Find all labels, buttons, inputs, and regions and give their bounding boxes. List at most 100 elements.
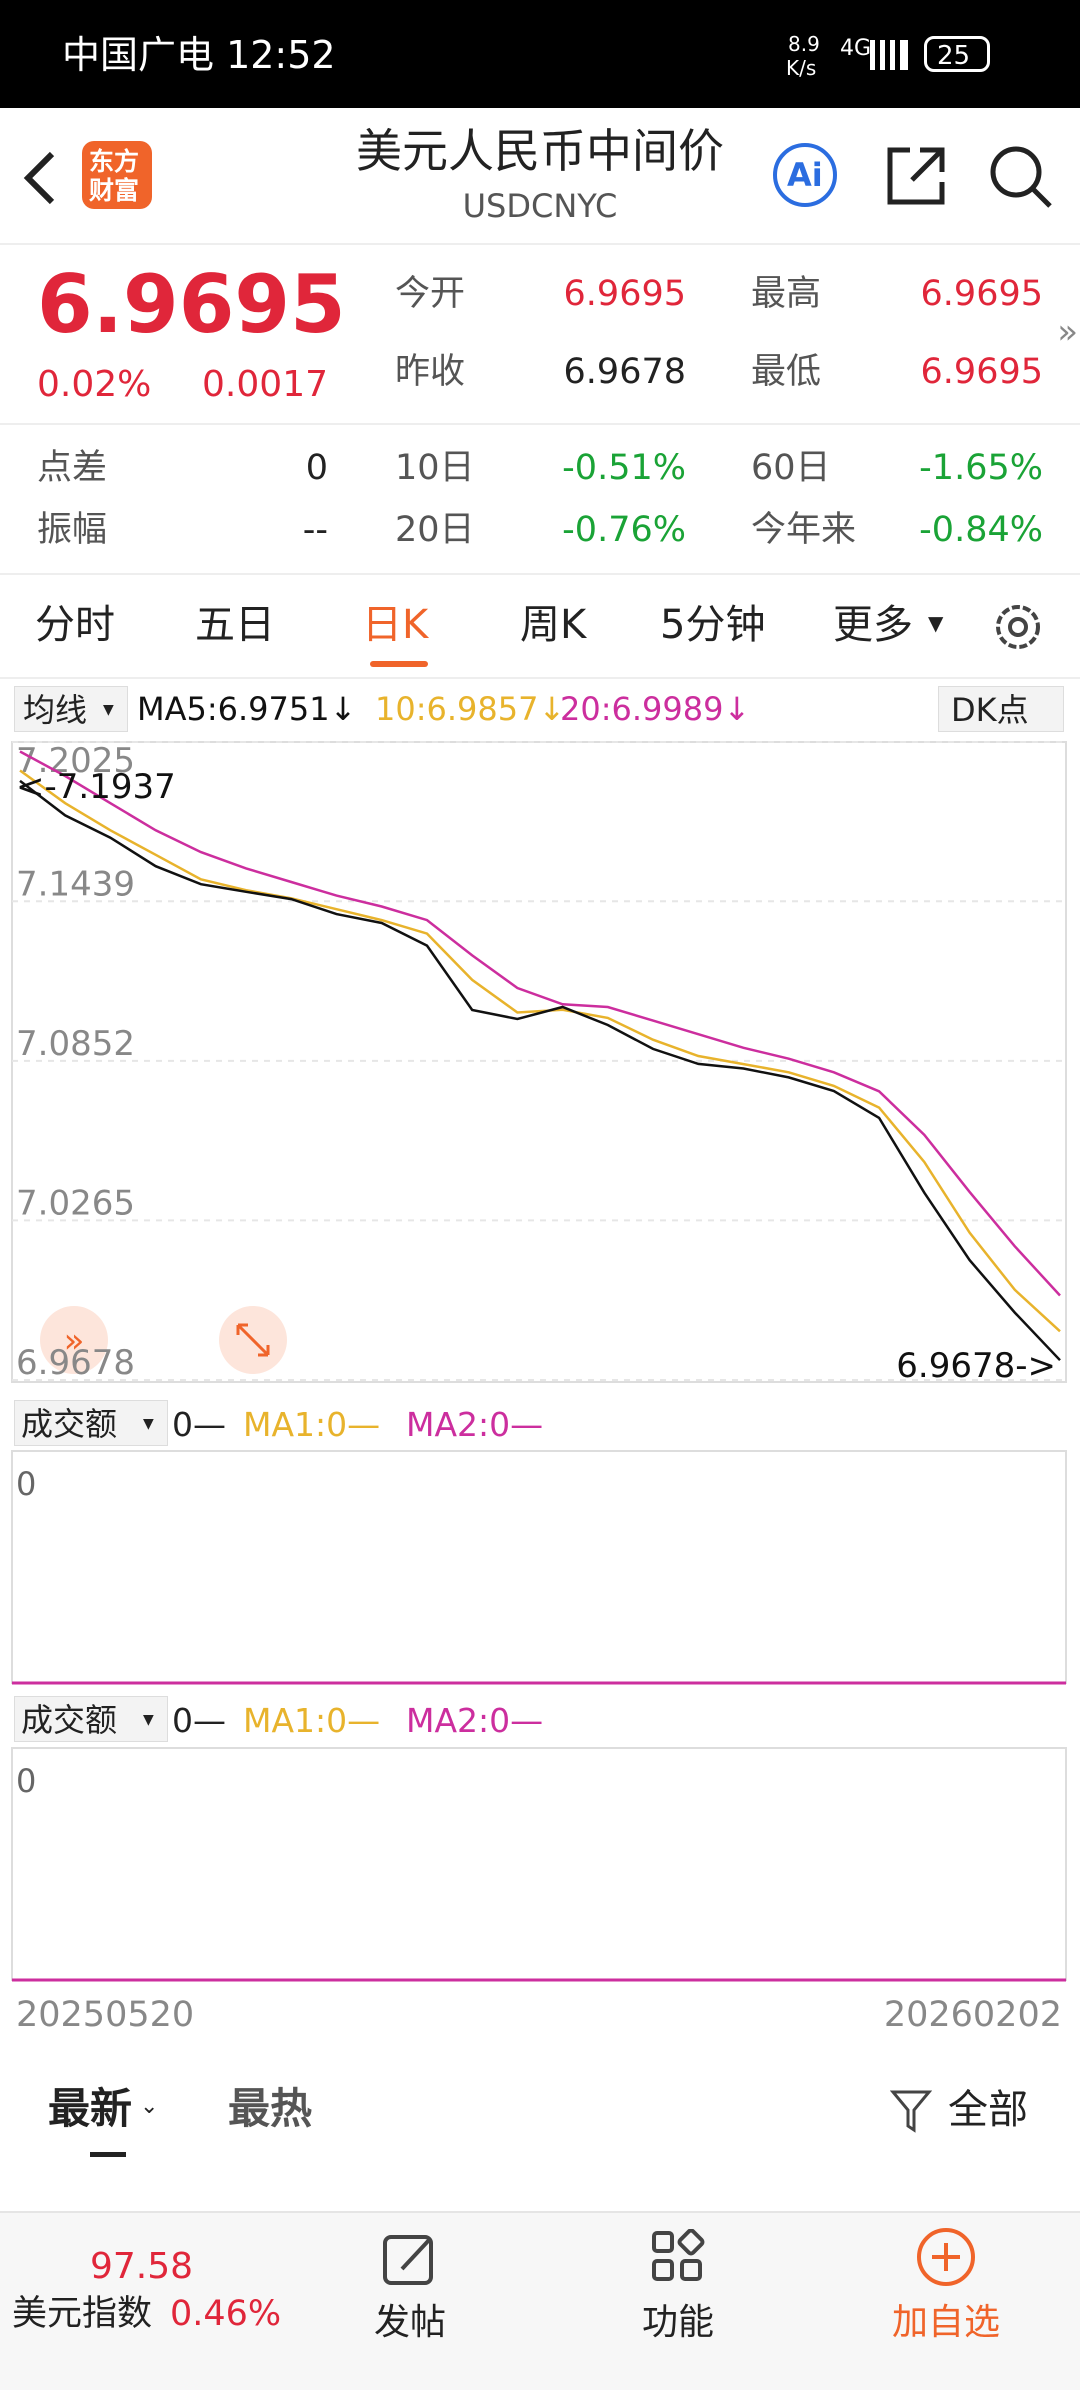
fullscreen-icon bbox=[236, 1323, 270, 1357]
divider bbox=[0, 423, 1080, 425]
volume-axis-label: 0 bbox=[16, 1465, 36, 1503]
dk-button[interactable]: DK点 bbox=[938, 686, 1064, 732]
carrier-time: 中国广电 12:52 bbox=[62, 33, 336, 77]
stat-value: 6.9695 bbox=[563, 274, 686, 314]
functions-label[interactable]: 功能 bbox=[642, 2302, 715, 2343]
dropdown-arrow: ▼ bbox=[103, 702, 114, 718]
stat-label: 昨收 bbox=[395, 352, 466, 392]
volume-ma2: MA2:0— bbox=[406, 1405, 544, 1444]
stat-label: 点差 bbox=[37, 448, 108, 488]
chart-frame bbox=[11, 741, 1067, 1383]
ma5-legend: MA5:6.9751↓ bbox=[137, 690, 357, 728]
add-icon bbox=[917, 2228, 975, 2286]
tab-indicator bbox=[370, 661, 428, 667]
stat-label: 振幅 bbox=[37, 510, 108, 550]
battery-icon: 25 bbox=[924, 36, 990, 72]
filter-icon bbox=[890, 2090, 932, 2133]
y-tick-label: 7.0265 bbox=[16, 1183, 135, 1223]
search-button[interactable] bbox=[988, 144, 1054, 210]
functions-icon bbox=[652, 2229, 705, 2281]
filter-label[interactable]: 全部 bbox=[948, 2087, 1028, 2133]
max-label: <-7.1937 bbox=[16, 767, 176, 807]
tab[interactable]: 五日 bbox=[195, 602, 275, 648]
change-pct: 0.02% bbox=[37, 364, 152, 405]
tab[interactable]: 周K bbox=[520, 602, 587, 648]
volume-selector[interactable]: 成交额 ▼ bbox=[14, 1400, 168, 1446]
title: 美元人民币中间价 bbox=[356, 124, 724, 178]
start-date: 20250520 bbox=[16, 1995, 194, 2035]
volume-ma1: MA1:0— bbox=[243, 1405, 381, 1444]
share-button[interactable] bbox=[884, 144, 948, 208]
stat-value: 6.9695 bbox=[920, 352, 1043, 392]
quote-panel: 6.9695 0.02% 0.0017 今开 6.9695 最高 6.9695 … bbox=[0, 245, 1080, 575]
logo-text: 财富 bbox=[89, 176, 140, 205]
stat-value: -0.84% bbox=[919, 510, 1043, 550]
net-speed: 8.9 bbox=[788, 32, 820, 56]
feed-tab-active[interactable]: 最新 bbox=[48, 2084, 133, 2133]
stat-value: 0 bbox=[305, 448, 328, 488]
volume-ma2: MA2:0— bbox=[406, 1701, 544, 1740]
ma-line bbox=[19, 779, 1061, 1362]
feed-indicator bbox=[90, 2152, 126, 2157]
ma20-legend: 20:6.9989↓ bbox=[560, 690, 751, 728]
change: 0.0017 bbox=[202, 364, 328, 405]
period-tabs: 分时 五日 日K 周K 5分钟 更多 ▼ bbox=[0, 575, 1080, 679]
kline-chart: » 0 0 20250520 20260202 7.20257.14397.08… bbox=[11, 741, 1067, 2035]
volume-header: 成交额 ▼ 0— MA1:0— MA2:0— bbox=[0, 1694, 1080, 1744]
volume-frame bbox=[11, 1747, 1067, 1981]
index-name[interactable]: 美元指数 bbox=[12, 2294, 153, 2334]
volume-value: 0— bbox=[172, 1405, 226, 1444]
index-value: 97.58 bbox=[90, 2246, 194, 2287]
back-button[interactable] bbox=[20, 148, 60, 208]
volume-selector-label: 成交额 bbox=[21, 1701, 118, 1739]
more-arrow[interactable]: » bbox=[1057, 312, 1078, 352]
ai-button[interactable]: Ai bbox=[773, 143, 837, 207]
index-change: 0.46% bbox=[170, 2294, 282, 2334]
feed-tab[interactable]: 最热 bbox=[228, 2084, 313, 2133]
code: USDCNYC bbox=[462, 187, 618, 225]
stat-value: 6.9678 bbox=[563, 352, 686, 392]
stat-label: 60日 bbox=[751, 448, 831, 488]
expand-left-icon: » bbox=[64, 1321, 85, 1361]
volume-ma1: MA1:0— bbox=[243, 1701, 381, 1740]
volume-selector[interactable]: 成交额 ▼ bbox=[14, 1696, 168, 1742]
dropdown-arrow: ⌄ bbox=[140, 2094, 159, 2119]
stat-label: 今年来 bbox=[751, 510, 857, 550]
net-speed-unit: K/s bbox=[786, 56, 817, 80]
dropdown-arrow: ▼ bbox=[143, 1416, 154, 1432]
tab[interactable]: 5分钟 bbox=[660, 602, 766, 648]
stat-label: 最高 bbox=[751, 274, 822, 314]
stat-value: 6.9695 bbox=[920, 274, 1043, 314]
end-date: 20260202 bbox=[884, 1995, 1062, 2035]
volume-frame bbox=[11, 1450, 1067, 1684]
dropdown-arrow: ▼ bbox=[928, 611, 944, 635]
stat-label: 最低 bbox=[751, 352, 822, 392]
ai-label: Ai bbox=[787, 156, 823, 194]
tab[interactable]: 更多 bbox=[833, 602, 913, 648]
ma-selector[interactable]: 均线 ▼ bbox=[14, 686, 128, 732]
header: 东方 财富 美元人民币中间价 USDCNYC Ai bbox=[0, 108, 1080, 245]
y-tick-label: 6.9678 bbox=[16, 1343, 135, 1383]
dk-label: DK点 bbox=[951, 691, 1029, 729]
stat-value: -- bbox=[302, 510, 328, 550]
tab-active[interactable]: 日K bbox=[362, 602, 429, 648]
post-label[interactable]: 发帖 bbox=[374, 2302, 447, 2343]
logo: 东方 财富 bbox=[82, 141, 152, 209]
price: 6.9695 bbox=[37, 258, 346, 351]
min-label: 6.9678-> bbox=[896, 1346, 1056, 1386]
ma10-legend: 10:6.9857↓ bbox=[375, 690, 566, 728]
volume-value: 0— bbox=[172, 1701, 226, 1740]
y-tick-label: 7.1439 bbox=[16, 864, 135, 904]
expand-left-button[interactable] bbox=[40, 1306, 108, 1374]
add-label[interactable]: 加自选 bbox=[892, 2302, 1001, 2343]
y-tick-label: 7.0852 bbox=[16, 1024, 135, 1064]
network: 4G bbox=[840, 36, 872, 61]
tab[interactable]: 分时 bbox=[35, 602, 115, 648]
stat-label: 20日 bbox=[395, 510, 475, 550]
settings-button[interactable] bbox=[990, 599, 1046, 655]
post-icon bbox=[383, 2235, 433, 2285]
ma-legend: 均线 ▼ MA5:6.9751↓ 10:6.9857↓ 20:6.9989↓ D… bbox=[0, 680, 1080, 736]
volume-header: 成交额 ▼ 0— MA1:0— MA2:0— bbox=[0, 1398, 1080, 1448]
stat-label: 今开 bbox=[395, 274, 466, 314]
